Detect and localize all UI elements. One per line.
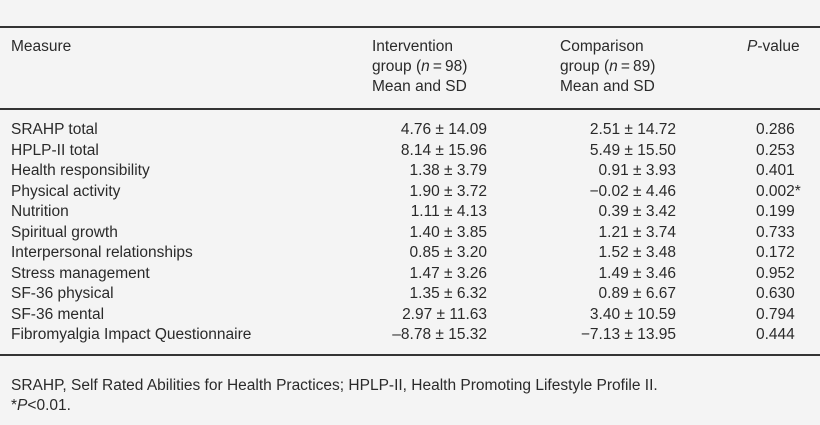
header-pvalue-label: P-value [747, 37, 800, 57]
intervention-cell: 1.90 ± 3.72 [409, 182, 487, 200]
pvalue-cell: 0.199 [756, 203, 795, 220]
table-row: SF-36 mental 2.97 ± 11.63 3.40 ± 10.59 0.79… [0, 305, 820, 326]
measure-cell: Physical activity [11, 182, 121, 200]
table-row: Fibromyalgia Impact Questionnaire –8.78 ±… [0, 325, 820, 346]
comparison-cell: 1.52 ± 3.48 [598, 244, 676, 261]
footnote-abbreviations: SRAHP, Self Rated Abilities for Health P… [11, 377, 658, 394]
comparison-cell: 0.39 ± 3.42 [598, 203, 676, 220]
pvalue-cell: 0.401 [756, 162, 795, 179]
measure-cell: SF-36 mental [11, 305, 105, 323]
header-intervention-line3: Mean and SD [372, 78, 467, 95]
pvalue-cell: 0.253 [756, 141, 795, 159]
measure-cell: SF-36 physical [11, 285, 114, 302]
pvalue-cell: 0.002* [756, 182, 801, 200]
header-comparison-line3: Mean and SD [560, 78, 655, 95]
header-measure-label: Measure [11, 38, 72, 55]
comparison-cell: 1.21 ± 3.74 [598, 223, 676, 241]
table-row: Stress management 1.47 ± 3.26 1.49 ± 3.46 0… [0, 264, 820, 285]
intervention-cell: 0.85 ± 3.20 [409, 244, 487, 261]
pvalue-cell: 0.286 [756, 121, 795, 138]
table-row: Spiritual growth 1.40 ± 3.85 1.21 ± 3.74 0.… [0, 223, 820, 244]
comparison-cell: 3.40 ± 10.59 [589, 305, 676, 323]
header-pvalue: P-value [747, 37, 800, 57]
measure-cell: Interpersonal relationships [11, 244, 193, 261]
intervention-cell: 4.76 ± 14.09 [400, 121, 487, 138]
table-row: Health responsibility 1.38 ± 3.79 0.91 ± 3… [0, 161, 820, 182]
intervention-cell: –8.78 ± 15.32 [392, 326, 487, 343]
header-comparison-group-text: group ( [560, 58, 610, 75]
pvalue-cell: 0.630 [756, 285, 795, 302]
header-pvalue-rest: -value [757, 38, 800, 55]
intervention-cell: 1.47 ± 3.26 [409, 264, 487, 282]
header-comparison-count: = 89) [617, 58, 656, 75]
bottom-rule [0, 354, 820, 356]
header-pvalue-p: P [747, 38, 758, 55]
measure-cell: Fibromyalgia Impact Questionnaire [11, 326, 252, 343]
footnote-p: P [17, 397, 28, 414]
table-row: Interpersonal relationships 0.85 ± 3.20 1.… [0, 243, 820, 264]
intervention-cell: 2.97 ± 11.63 [402, 305, 487, 323]
comparison-cell: 5.49 ± 15.50 [589, 141, 676, 159]
intervention-cell: 1.35 ± 6.32 [409, 285, 487, 302]
intervention-cell: 1.38 ± 3.79 [409, 162, 487, 179]
header-rule [0, 108, 820, 110]
measure-cell: HPLP-II total [11, 141, 99, 159]
pvalue-cell: 0.444 [756, 326, 795, 343]
pvalue-cell: 0.794 [756, 305, 795, 323]
comparison-cell: 0.91 ± 3.93 [598, 162, 676, 179]
comparison-cell: 1.49 ± 3.46 [598, 264, 676, 282]
measure-cell: Spiritual growth [11, 223, 118, 241]
table-row: HPLP-II total 8.14 ± 15.96 5.49 ± 15.50 0.2… [0, 141, 820, 162]
comparison-cell: −0.02 ± 4.46 [589, 182, 676, 200]
header-intervention-group-text: group ( [372, 58, 422, 75]
pvalue-cell: 0.952 [756, 264, 795, 282]
header-comparison-n: n [609, 58, 618, 75]
top-rule [0, 26, 820, 28]
measure-cell: Health responsibility [11, 162, 150, 179]
header-intervention-line2: group (n = 98) [372, 57, 467, 77]
measure-cell: Stress management [11, 264, 150, 282]
header-intervention-count: = 98) [429, 58, 468, 75]
pvalue-cell: 0.733 [756, 223, 795, 241]
table-row: SF-36 physical 1.35 ± 6.32 0.89 ± 6.67 0.63… [0, 284, 820, 305]
intervention-cell: 1.40 ± 3.85 [409, 223, 487, 241]
intervention-cell: 8.14 ± 15.96 [400, 141, 487, 159]
footnote-asterisk: * [11, 397, 18, 414]
header-comparison-line1: Comparison [560, 38, 644, 55]
footnote-significance: *P<0.01. [11, 396, 658, 416]
header-comparison: Comparison group (n = 89) Mean and SD [560, 37, 655, 97]
header-intervention-n: n [421, 58, 430, 75]
measure-cell: SRAHP total [11, 121, 98, 138]
table-row: Nutrition 1.11 ± 4.13 0.39 ± 3.42 0.199 [0, 202, 820, 223]
header-intervention: Intervention group (n = 98) Mean and SD [372, 37, 467, 97]
table-row: SRAHP total 4.76 ± 14.09 2.51 ± 14.72 0.286 [0, 120, 820, 141]
header-measure: Measure [11, 37, 71, 57]
header-intervention-line1: Intervention [372, 38, 453, 55]
table-row: Physical activity 1.90 ± 3.72 −0.02 ± 4.46… [0, 182, 820, 203]
table-footnote: SRAHP, Self Rated Abilities for Health P… [11, 376, 658, 416]
footnote-threshold: <0.01. [27, 397, 71, 414]
header-comparison-line2: group (n = 89) [560, 57, 655, 77]
comparison-cell: −7.13 ± 13.95 [580, 326, 676, 343]
intervention-cell: 1.11 ± 4.13 [410, 203, 487, 220]
comparison-cell: 0.89 ± 6.67 [598, 285, 676, 302]
comparison-cell: 2.51 ± 14.72 [589, 121, 676, 138]
pvalue-cell: 0.172 [756, 244, 795, 261]
measure-cell: Nutrition [11, 203, 69, 220]
table-body: SRAHP total 4.76 ± 14.09 2.51 ± 14.72 0.286… [0, 120, 820, 346]
